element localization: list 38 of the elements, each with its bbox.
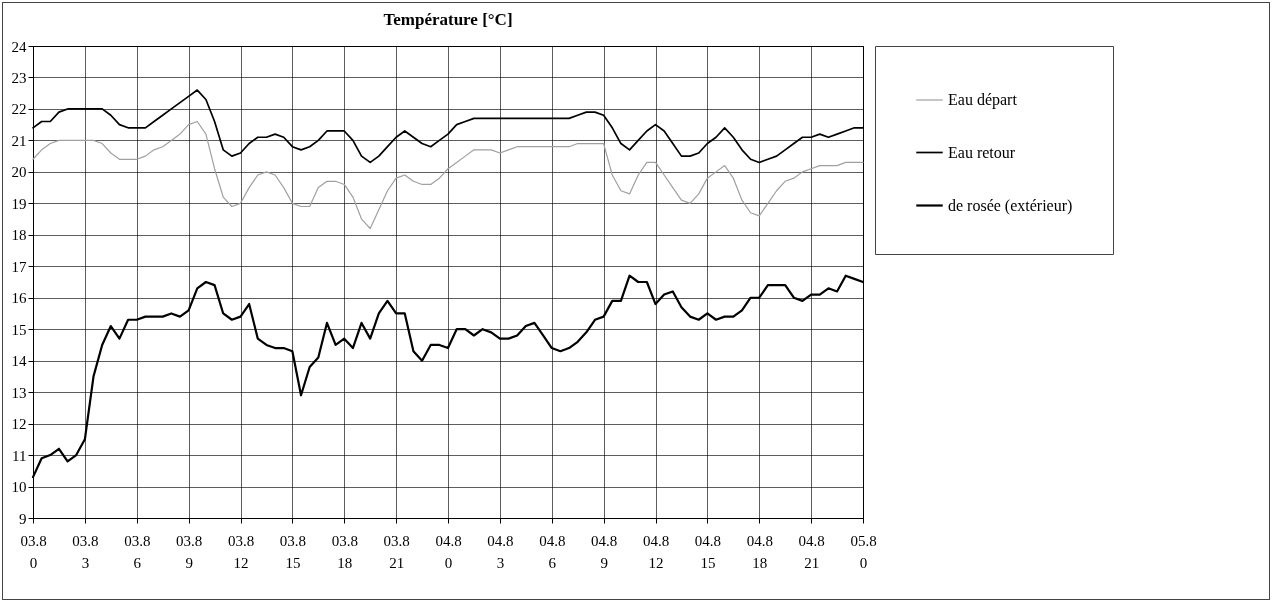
x-tick-label: 03.8 3 bbox=[72, 532, 99, 571]
y-tick-label: 12 bbox=[11, 416, 27, 433]
y-tick-label: 15 bbox=[11, 321, 27, 338]
y-tick-label: 20 bbox=[11, 164, 27, 181]
legend-label: Eau départ bbox=[948, 91, 1018, 109]
y-tick-label: 14 bbox=[11, 353, 27, 370]
x-tick-label: 03.8 15 bbox=[279, 532, 306, 571]
y-tick-label: 21 bbox=[11, 132, 27, 149]
chart-title: Température [°C] bbox=[383, 10, 513, 29]
y-tick-label: 11 bbox=[12, 447, 27, 464]
x-tick-label: 04.8 12 bbox=[642, 532, 670, 571]
y-tick-label: 22 bbox=[11, 101, 27, 118]
y-tick-label: 23 bbox=[11, 69, 27, 86]
y-tick-label: 18 bbox=[11, 227, 27, 244]
y-tick-label: 16 bbox=[11, 290, 27, 307]
legend-label: Eau retour bbox=[948, 143, 1016, 161]
x-tick-label: 04.8 3 bbox=[487, 532, 514, 571]
x-tick-label: 04.8 21 bbox=[798, 532, 825, 571]
line-series bbox=[32, 120, 864, 230]
x-tick-label: 05.8 0 bbox=[850, 532, 877, 571]
y-tick-label: 24 bbox=[11, 38, 27, 55]
y-tick-label: 17 bbox=[11, 258, 27, 275]
x-tick-label: 03.8 18 bbox=[331, 532, 358, 571]
x-tick-label: 03.8 0 bbox=[20, 532, 47, 571]
x-tick-label: 03.8 9 bbox=[176, 532, 203, 571]
x-tick-label: 03.8 6 bbox=[124, 532, 151, 571]
x-tick-label: 04.8 6 bbox=[539, 532, 566, 571]
x-tick-label: 03.8 21 bbox=[383, 532, 410, 571]
x-tick-label: 04.8 9 bbox=[591, 532, 618, 571]
y-tick-label: 19 bbox=[11, 195, 27, 212]
x-tick-label: 03.8 12 bbox=[227, 532, 255, 571]
y-tick-label: 13 bbox=[11, 384, 27, 401]
y-tick-label: 9 bbox=[19, 510, 27, 527]
x-tick-label: 04.8 15 bbox=[694, 532, 721, 571]
x-tick-label: 04.8 0 bbox=[435, 532, 462, 571]
y-tick-label: 10 bbox=[11, 479, 27, 496]
x-tick-label: 04.8 18 bbox=[746, 532, 773, 571]
legend-label: de rosée (extérieur) bbox=[948, 196, 1073, 215]
